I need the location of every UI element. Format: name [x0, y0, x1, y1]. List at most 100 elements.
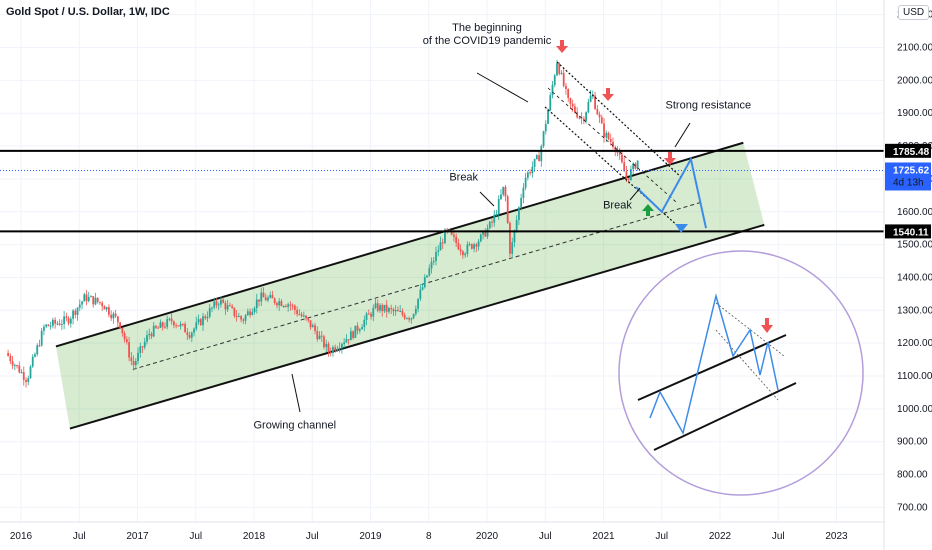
candle-body — [240, 316, 242, 320]
candle-body — [78, 304, 81, 308]
candle-body — [13, 365, 16, 367]
pointer-covid — [476, 72, 529, 103]
annotation-text: Break — [449, 172, 478, 184]
candle-body — [314, 325, 316, 331]
candle-body — [193, 328, 195, 333]
candle-body — [325, 343, 328, 348]
candle-body — [459, 249, 462, 252]
candle-body — [309, 320, 312, 328]
time-axis[interactable]: 2016 Jul 2017 Jul 2018 Jul 2019 8 2020 Jul 2021 Jul… — [0, 521, 884, 542]
candle-body — [479, 234, 482, 242]
candle-body — [518, 207, 520, 221]
time-tick-label: 2023 — [825, 531, 848, 542]
candle-body — [179, 323, 182, 327]
candle-body — [298, 314, 301, 316]
candle-body — [96, 297, 99, 302]
candle-body — [591, 95, 594, 97]
candle-body — [502, 186, 505, 195]
candle-body — [457, 242, 460, 250]
pointer-break-2 — [629, 187, 641, 201]
candle-body — [139, 346, 142, 353]
candle-body — [231, 306, 234, 308]
candle-body — [280, 301, 283, 307]
candle-body — [466, 244, 469, 254]
candle-body — [488, 221, 491, 229]
candle-body — [166, 319, 169, 328]
candle-body — [332, 347, 334, 354]
candle-body — [311, 325, 314, 328]
candle-body — [504, 186, 507, 197]
candle-body — [410, 318, 413, 320]
candle-body — [237, 316, 240, 318]
candle-body — [233, 307, 236, 316]
candle-body — [423, 277, 426, 288]
candle-body — [244, 315, 247, 321]
candle-body — [285, 306, 287, 308]
candle-body — [125, 339, 128, 343]
candle-body — [412, 313, 415, 319]
dotted-channel-mid — [547, 87, 677, 203]
candle-body — [150, 333, 153, 337]
candle-body — [367, 313, 370, 315]
candle-body — [264, 297, 267, 301]
price-axis[interactable]: 700.00 800.00 900.00 1000.00 1100.00 1200.00 1… — [883, 0, 932, 550]
candle-body — [184, 324, 186, 333]
candle-body — [506, 196, 509, 223]
candle-body — [589, 95, 592, 102]
candle-body — [172, 321, 175, 326]
candle-body — [338, 348, 341, 350]
candle-body — [605, 132, 608, 138]
countdown-text: 4d 13h — [893, 177, 924, 188]
candle-body — [273, 298, 276, 304]
candle-body — [27, 378, 30, 383]
candle-body — [170, 318, 173, 322]
candle-body — [47, 324, 50, 327]
price-tick-label: 1100.00 — [897, 371, 932, 382]
growing-channel — [55, 141, 765, 430]
candle-body — [278, 301, 281, 306]
candle-body — [249, 311, 251, 315]
candle-body — [632, 163, 635, 170]
candle-body — [168, 318, 171, 320]
candle-body — [630, 169, 632, 180]
time-tick-label: Jul — [655, 531, 668, 542]
candle-body — [374, 303, 377, 308]
red-down-arrow-icon — [556, 40, 568, 53]
level-tag-1785.48 — [885, 143, 931, 158]
candle-body — [526, 172, 529, 178]
inset-dotted-lower — [715, 329, 779, 401]
plot-area[interactable] — [0, 0, 884, 522]
candle-body — [190, 332, 193, 338]
candle-body — [262, 292, 265, 298]
candle-body — [372, 307, 375, 317]
candle-body — [531, 166, 534, 174]
candle-body — [475, 244, 478, 247]
time-tick-label: 2019 — [359, 531, 382, 542]
candle-body — [636, 160, 639, 169]
candle-body — [352, 331, 355, 338]
pattern-illustration-circle — [618, 250, 864, 496]
candle-body — [7, 353, 9, 356]
candle-body — [289, 304, 292, 306]
annotation-text: The beginning — [452, 22, 522, 34]
candle-body — [363, 319, 366, 328]
grid — [0, 0, 884, 522]
candle-body — [540, 146, 543, 162]
candle-body — [621, 154, 623, 163]
candle-body — [403, 314, 406, 319]
time-tick-label: 2022 — [709, 531, 732, 542]
candle-body — [594, 95, 596, 110]
candle-body — [215, 301, 218, 305]
candle-body — [448, 229, 451, 231]
currency-button[interactable]: USD — [898, 5, 930, 20]
candle-body — [370, 313, 372, 317]
candle-body — [598, 114, 601, 118]
candle-body — [524, 177, 527, 188]
candle-body — [195, 322, 198, 329]
candle-body — [143, 341, 146, 348]
candle-body — [130, 357, 133, 362]
candle-body — [349, 331, 352, 341]
candle-body — [347, 339, 350, 341]
pointer-resistance — [674, 122, 691, 148]
